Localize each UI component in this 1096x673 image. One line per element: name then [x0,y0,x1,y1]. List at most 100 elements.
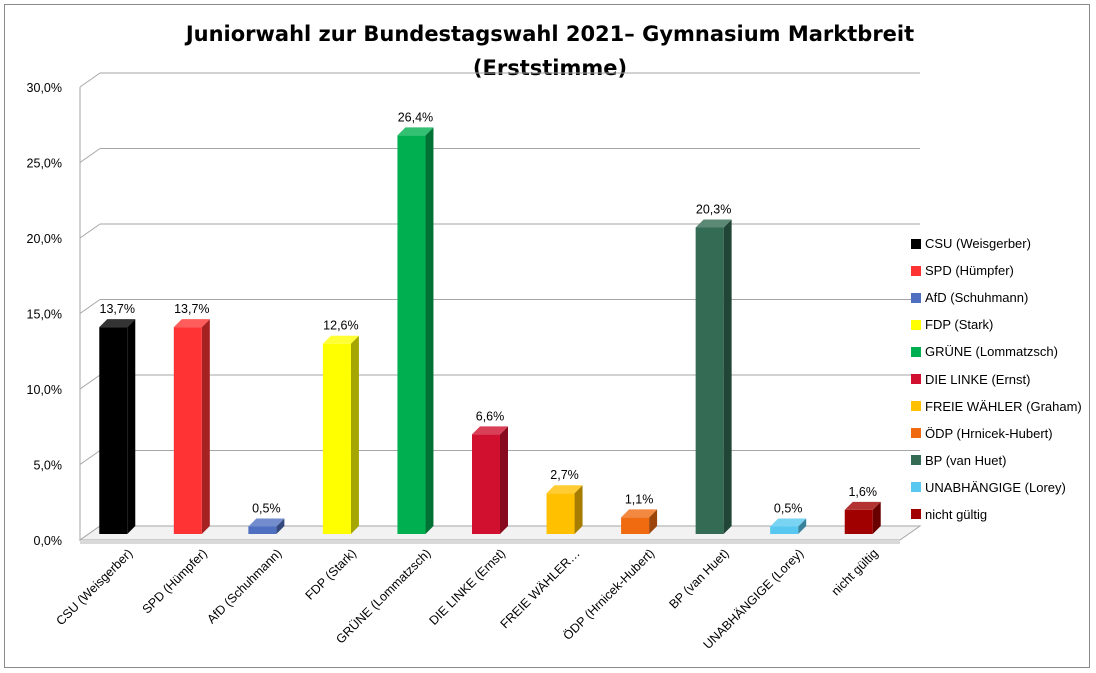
legend-swatch [911,346,921,357]
legend-item: DIE LINKE (Ernst) [911,365,1082,392]
legend-swatch [911,265,921,276]
legend-swatch [911,292,921,303]
x-tick-label: AfD (Schuhmann) [204,546,284,626]
legend-swatch [911,455,921,466]
data-label: 13,7% [100,302,135,316]
data-label: 20,3% [696,202,731,216]
bar [173,327,202,534]
bar-top [621,509,658,518]
bar-side [798,518,807,534]
bar-top [844,501,881,510]
legend-swatch [911,238,921,249]
legend-item: FREIE WÄHLER (Graham) [911,393,1082,420]
side-gridline [79,223,101,239]
bar-group [695,219,732,534]
legend-item: ÖDP (Hrnicek-Hubert) [911,420,1082,447]
y-tick-label: 0,0% [34,534,63,548]
y-tick-label: 5,0% [34,459,63,473]
data-label: 2,7% [550,468,579,482]
bar-side [425,127,434,535]
legend-swatch [911,374,921,385]
bar [695,227,724,534]
bar-group [770,518,807,534]
legend-swatch [911,482,921,493]
bar-side [350,335,359,534]
bar-group [621,509,658,534]
legend-label: FDP (Stark) [925,317,994,333]
bar-group [397,127,434,535]
legend-label: ÖDP (Hrnicek-Hubert) [925,425,1053,441]
x-tick-label: nicht gültig [829,546,881,598]
x-tick-label: DIE LINKE (Ernst) [427,546,509,628]
bar-top [695,219,732,228]
bar-side [127,319,136,534]
bar-top [472,426,508,435]
bar-top [322,335,359,344]
y-tick-label: 20,0% [27,232,62,246]
chart-legend: CSU (Weisgerber) SPD (Hümpfer) AfD (Schuhm… [911,230,1082,528]
chart-subtitle: (Erststimme) [472,56,628,80]
legend-swatch [911,401,921,412]
bar-group [99,319,136,534]
side-gridline [79,299,101,314]
data-label: 0,5% [252,501,281,515]
legend-swatch [911,319,921,330]
bar-group [322,335,359,534]
legend-swatch [911,509,921,520]
data-label: 0,5% [774,501,803,515]
x-tick-label: FREIE WÄHLER… [498,546,583,631]
legend-item: nicht gültig [911,501,1082,528]
bar-top [99,319,136,328]
data-label: 6,6% [476,409,505,423]
x-tick-label: BP (van Huet) [667,546,732,611]
x-tick-label: SPD (Hümpfer) [140,546,210,616]
legend-label: FREIE WÄHLER (Graham) [925,398,1082,414]
bar [621,517,650,534]
data-label: 1,6% [848,485,877,499]
bar [472,434,500,534]
legend-label: BP (van Huet) [925,452,1007,468]
bar [770,526,799,534]
y-tick-label: 10,0% [27,383,62,397]
bar-group [546,485,583,534]
side-gridline [79,72,101,88]
legend-label: SPD (Hümpfer) [925,263,1014,279]
chart-title: Juniorwahl zur Bundestagswahl 2021– Gymn… [185,22,915,46]
bar-group [472,426,508,534]
x-tick-label: CSU (Weisgerber) [53,546,135,628]
bar-top [546,485,583,494]
legend-label: UNABHÄNGIGE (Lorey) [925,479,1066,495]
bar [248,526,277,534]
bar-group [173,319,210,534]
x-tick-label: FDP (Stark) [303,546,359,602]
side-gridline [79,450,101,465]
legend-item: BP (van Huet) [911,447,1082,474]
legend-item: CSU (Weisgerber) [911,230,1082,257]
data-label: 13,7% [174,302,209,316]
bar-top [248,518,285,527]
bar-top [770,518,807,527]
bar-group [844,501,881,534]
legend-label: CSU (Weisgerber) [925,236,1031,252]
side-gridline [79,148,101,163]
data-label: 12,6% [323,319,358,333]
bar [397,135,426,535]
y-tick-label: 15,0% [27,308,62,322]
y-tick-label: 30,0% [27,81,62,95]
bar [844,509,873,534]
bar-side [649,509,658,534]
bar-side [276,518,285,534]
bar-side [723,219,732,534]
bar-side [574,485,583,534]
legend-item: SPD (Hümpfer) [911,257,1082,284]
legend-label: DIE LINKE (Ernst) [925,371,1031,387]
bar [322,343,351,534]
legend-item: UNABHÄNGIGE (Lorey) [911,474,1082,501]
y-tick-label: 25,0% [27,157,62,171]
bar-side [201,319,210,534]
legend-swatch [911,428,921,439]
legend-label: nicht gültig [925,506,988,522]
legend-item: AfD (Schuhmann) [911,284,1082,311]
legend-item: FDP (Stark) [911,311,1082,338]
